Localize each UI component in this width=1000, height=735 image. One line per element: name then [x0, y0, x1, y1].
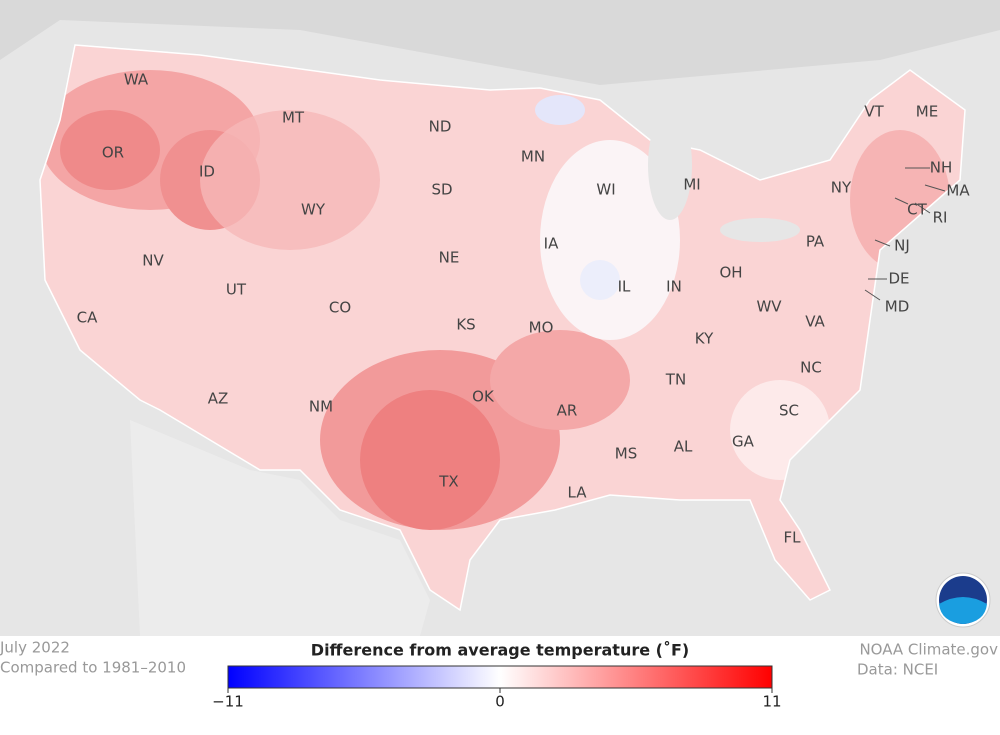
- state-label: WY: [301, 201, 326, 219]
- state-label: UT: [226, 281, 247, 299]
- legend-tick-label: 11: [762, 693, 781, 711]
- state-label: RI: [933, 209, 948, 227]
- state-label: WA: [124, 71, 149, 89]
- legend-title: Difference from average temperature (˚F): [311, 641, 689, 660]
- state-label: OK: [472, 388, 495, 406]
- state-label: MI: [683, 176, 700, 194]
- state-label: OH: [719, 264, 742, 282]
- canada: [0, 0, 1000, 85]
- state-label: KY: [695, 330, 714, 348]
- lake-michigan: [648, 110, 692, 220]
- state-label: TX: [438, 473, 458, 491]
- state-label: NM: [309, 398, 333, 416]
- leader-line: [864, 289, 881, 301]
- state-label: NV: [142, 252, 164, 270]
- legend-tick-label: 0: [495, 693, 505, 711]
- noaa-logo: [935, 572, 991, 628]
- state-label: MO: [529, 319, 554, 337]
- state-label: NE: [439, 249, 460, 267]
- state-label: PA: [806, 233, 825, 251]
- mexico: [130, 420, 430, 636]
- date: July 2022: [0, 639, 70, 657]
- leader-line: [924, 184, 946, 192]
- state-label: SC: [779, 402, 799, 420]
- state-label: MN: [521, 148, 545, 166]
- leader-line: [914, 202, 931, 214]
- color-bar: [227, 665, 773, 689]
- state-label: IN: [666, 278, 682, 296]
- baseline: Compared to 1981–2010: [0, 659, 186, 677]
- state-label: AR: [557, 402, 578, 420]
- state-label: IL: [618, 278, 631, 296]
- state-label: MA: [946, 182, 970, 200]
- state-label: TN: [665, 371, 686, 389]
- state-label: AZ: [208, 390, 229, 408]
- state-label: ME: [916, 103, 938, 121]
- state-label: WI: [596, 181, 615, 199]
- state-label: VA: [805, 313, 825, 331]
- state-label: WV: [756, 298, 782, 316]
- data-credit: Data: NCEI: [857, 661, 938, 679]
- state-label: NH: [930, 159, 953, 177]
- state-label: NY: [831, 179, 852, 197]
- state-label: CA: [77, 309, 98, 327]
- state-label: CT: [907, 201, 927, 219]
- source: NOAA Climate.gov: [859, 641, 998, 659]
- state-label: FL: [784, 529, 802, 547]
- state-label: NC: [800, 359, 822, 377]
- state-label: MT: [282, 109, 305, 127]
- state-label: NJ: [894, 237, 910, 255]
- state-label: ID: [199, 163, 215, 181]
- leader-line: [894, 197, 909, 205]
- state-label: VT: [864, 103, 884, 121]
- state-label: OR: [102, 144, 124, 162]
- state-label: AL: [674, 438, 693, 456]
- state-label: SD: [431, 181, 452, 199]
- state-label: IA: [544, 235, 559, 253]
- state-label: DE: [888, 270, 909, 288]
- state-label: MS: [615, 445, 637, 463]
- state-label: LA: [568, 484, 588, 502]
- state-label: KS: [456, 316, 475, 334]
- leader-line: [874, 239, 891, 247]
- state-label: MD: [885, 298, 910, 316]
- legend-tick-label: −11: [212, 693, 244, 711]
- state-label: GA: [732, 433, 755, 451]
- lake-erie: [720, 218, 800, 242]
- state-label: ND: [429, 118, 452, 136]
- state-label: CO: [329, 299, 351, 317]
